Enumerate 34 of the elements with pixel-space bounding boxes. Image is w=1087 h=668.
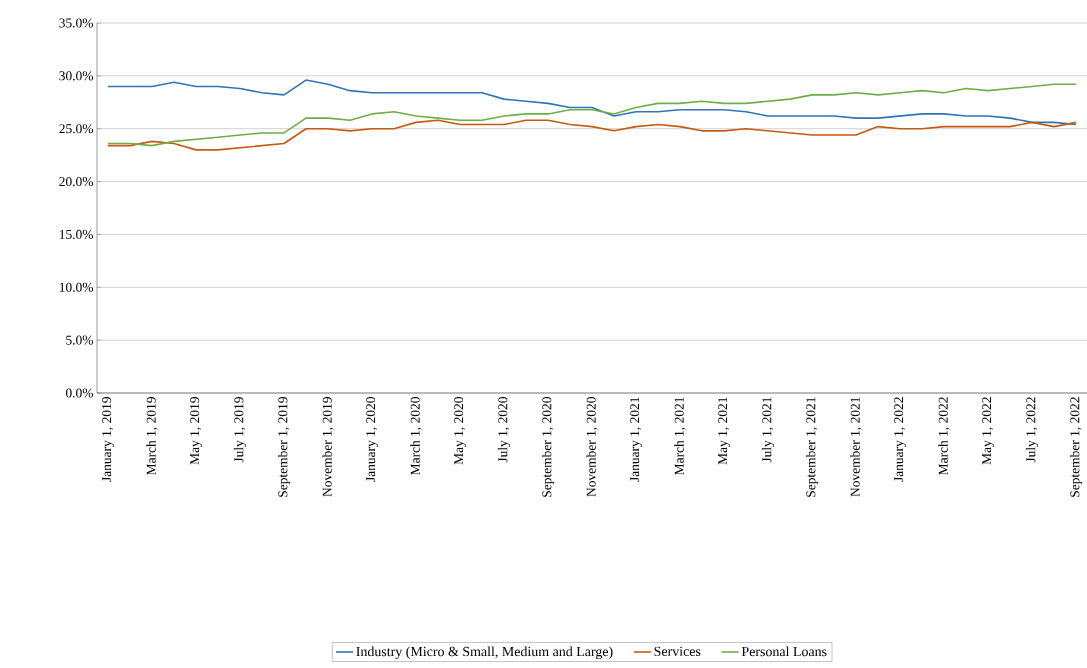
x-tick-label: November 1, 2019 bbox=[322, 397, 334, 497]
x-tick-label: July 1, 2022 bbox=[1025, 397, 1039, 463]
x-tick-label: January 1, 2022 bbox=[894, 397, 906, 482]
x-tick-label: September 1, 2022 bbox=[1069, 397, 1083, 497]
x-tick-label: September 1, 2019 bbox=[277, 397, 291, 497]
y-tick-label: 15.0% bbox=[59, 229, 94, 239]
x-tick-label: September 1, 2020 bbox=[541, 397, 555, 497]
legend-label: Services bbox=[654, 646, 701, 657]
y-tick-label: 35.0% bbox=[59, 18, 94, 28]
y-tick-label: 25.0% bbox=[59, 124, 94, 134]
x-tick-label: January 1, 2019 bbox=[102, 397, 114, 482]
legend-label: Personal Loans bbox=[741, 646, 827, 657]
x-tick-label: March 1, 2022 bbox=[938, 397, 950, 475]
x-tick-label: May 1, 2021 bbox=[718, 397, 730, 465]
y-tick-label: 20.0% bbox=[59, 177, 94, 187]
x-tick-label: May 1, 2019 bbox=[190, 397, 202, 465]
legend-label: Industry (Micro & Small, Medium and Large) bbox=[356, 646, 613, 660]
x-tick-label: March 1, 2021 bbox=[674, 397, 686, 475]
x-tick-label: March 1, 2020 bbox=[410, 397, 422, 475]
x-tick-label: May 1, 2020 bbox=[454, 397, 466, 465]
y-tick-label: 10.0% bbox=[59, 282, 94, 292]
x-tick-label: November 1, 2020 bbox=[586, 397, 598, 497]
y-tick-label: 30.0% bbox=[59, 71, 94, 81]
y-tick-label: 0.0% bbox=[65, 388, 94, 398]
x-tick-label: November 1, 2021 bbox=[850, 397, 862, 497]
x-tick-label: July 1, 2021 bbox=[761, 397, 775, 463]
x-tick-label: May 1, 2022 bbox=[982, 397, 994, 465]
y-tick-label: 5.0% bbox=[66, 335, 94, 345]
x-tick-label: July 1, 2020 bbox=[497, 397, 511, 463]
x-tick-label: March 1, 2019 bbox=[146, 397, 158, 475]
x-tick-label: September 1, 2021 bbox=[805, 397, 819, 497]
x-tick-label: January 1, 2021 bbox=[630, 397, 642, 482]
x-tick-label: January 1, 2020 bbox=[366, 397, 378, 482]
x-tick-label: July 1, 2019 bbox=[233, 397, 247, 463]
